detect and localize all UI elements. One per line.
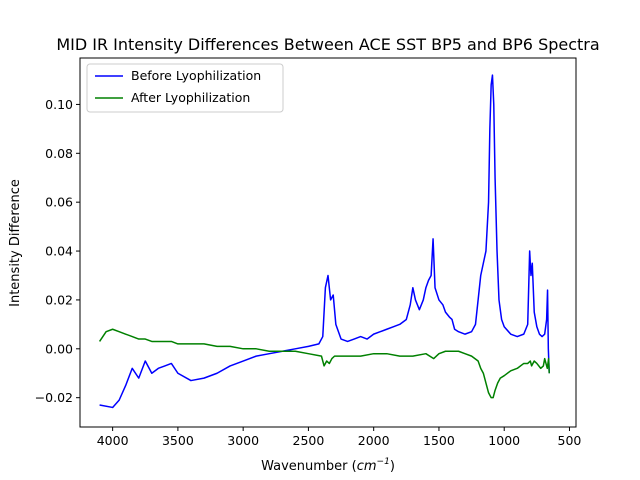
y-tick-label: 0.02 — [45, 292, 73, 307]
legend-label-before: Before Lyophilization — [131, 68, 261, 83]
y-axis: −0.02 0.00 0.02 0.04 0.06 0.08 0.10 — [35, 97, 80, 405]
x-axis-label-exponent: −1 — [377, 457, 390, 467]
legend-label-after: After Lyophilization — [131, 90, 250, 105]
x-axis-label-unit: cm — [357, 459, 377, 474]
x-axis-label: Wavenumber (cm−1) — [261, 457, 395, 474]
y-tick-label: 0.00 — [45, 341, 73, 356]
x-axis-label-main: Wavenumber ( — [261, 459, 357, 474]
y-tick-label: 0.06 — [45, 195, 73, 210]
x-tick-label: 3500 — [162, 433, 194, 448]
series-layer — [98, 74, 550, 409]
y-axis-label: Intensity Difference — [8, 179, 23, 307]
x-tick-label: 1000 — [488, 433, 520, 448]
legend: Before Lyophilization After Lyophilizati… — [86, 63, 284, 113]
y-tick-label: −0.02 — [35, 390, 73, 405]
legend-box — [86, 63, 284, 113]
y-tick-label: 0.08 — [45, 146, 73, 161]
series-line-before-lyophilization — [99, 74, 550, 409]
x-tick-label: 1500 — [423, 433, 455, 448]
y-tick-label: 0.04 — [45, 244, 73, 259]
x-tick-label: 2500 — [293, 433, 325, 448]
x-axis-label-close: ) — [390, 459, 395, 474]
x-tick-label: 500 — [558, 433, 582, 448]
x-tick-label: 2000 — [358, 433, 390, 448]
series-line-after-lyophilization — [98, 328, 550, 399]
chart-title: MID IR Intensity Differences Between ACE… — [56, 35, 599, 54]
y-tick-label: 0.10 — [45, 97, 73, 112]
x-tick-label: 3000 — [227, 433, 259, 448]
plot-area-frame — [79, 57, 577, 428]
x-axis: 4000 3500 3000 2500 2000 1500 1000 500 — [97, 427, 582, 448]
x-tick-label: 4000 — [97, 433, 129, 448]
